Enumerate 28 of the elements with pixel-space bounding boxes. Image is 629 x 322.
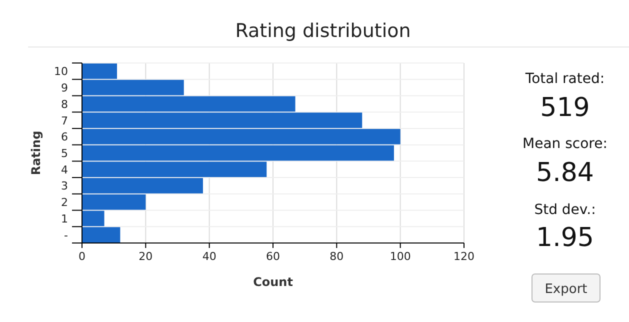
y-tick-label: 2 — [61, 196, 68, 210]
text: Total rated: — [524, 71, 605, 87]
text: 1.95 — [536, 223, 594, 253]
y-tick-label: 4 — [61, 163, 68, 176]
export-button: Export — [532, 274, 600, 302]
x-tick-label: 100 — [390, 250, 411, 263]
y-tick-label: 5 — [61, 147, 68, 160]
x-tick-label: 120 — [454, 250, 474, 263]
x-tick-label: 80 — [330, 250, 344, 263]
y-tick-label: 1 — [61, 212, 68, 226]
text: Mean score: — [522, 136, 608, 152]
y-tick-label: 10 — [54, 65, 68, 78]
text: 519 — [540, 93, 590, 123]
x-tick-label: 60 — [266, 250, 280, 263]
y-tick-label: 8 — [61, 98, 68, 111]
y-axis-title: Rating — [29, 130, 43, 176]
x-axis-title: Count — [253, 275, 294, 289]
chart-title: Rating distribution — [235, 20, 411, 42]
text: Std dev.: — [534, 202, 596, 218]
y-tick-label: 3 — [61, 180, 68, 193]
y-tick-label: 9 — [61, 82, 68, 95]
text: 5.84 — [536, 158, 594, 188]
y-tick-label: - — [64, 228, 68, 242]
x-tick-label: 20 — [138, 250, 153, 263]
y-tick-label: 6 — [61, 130, 68, 144]
x-tick-label: 0 — [78, 250, 86, 263]
y-tick-label: 7 — [61, 114, 68, 128]
x-tick-label: 40 — [202, 250, 216, 263]
